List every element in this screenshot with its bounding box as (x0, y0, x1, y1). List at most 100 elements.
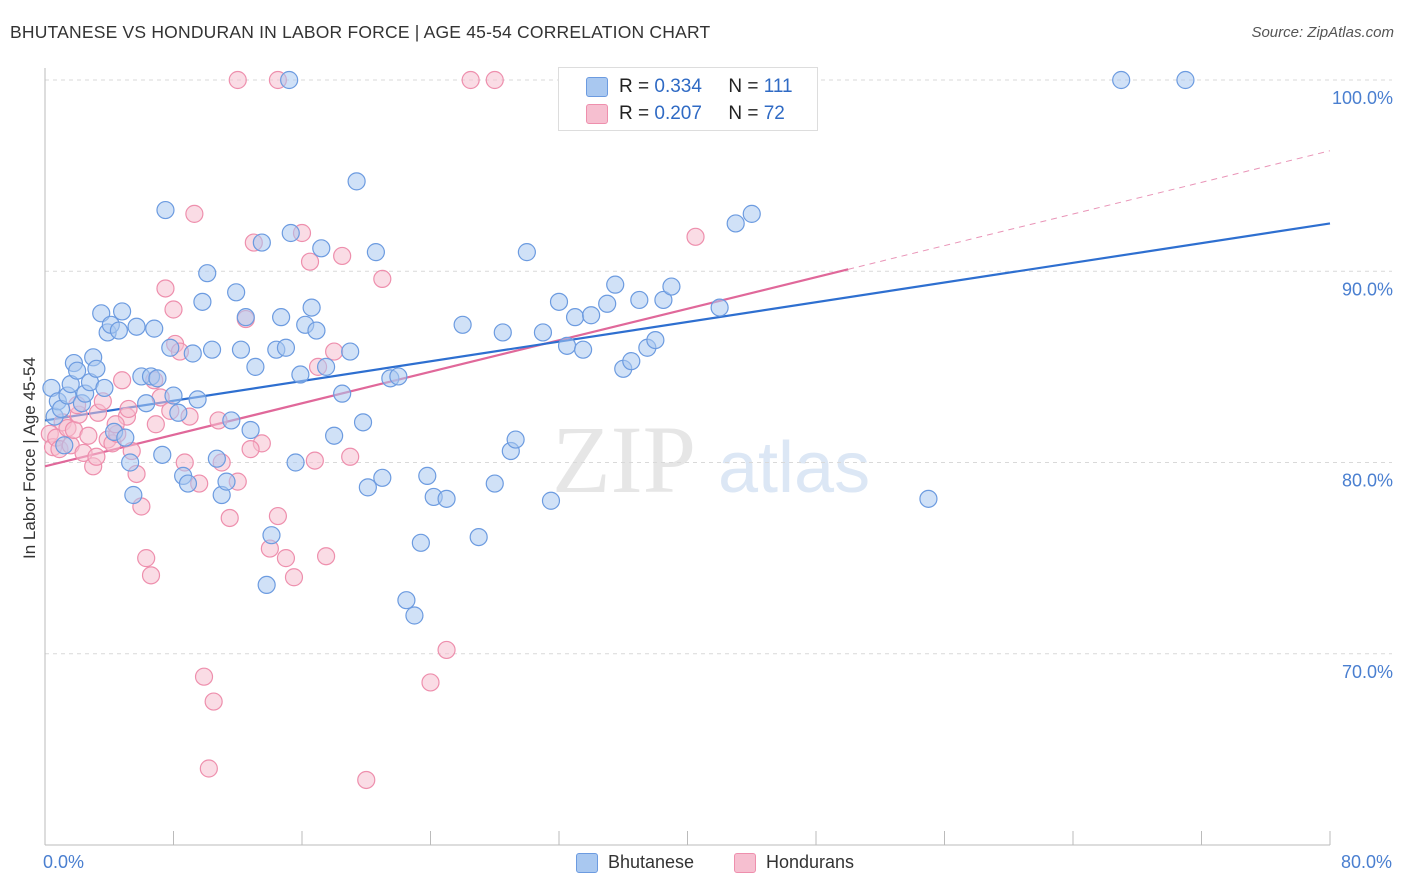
data-point-bhutanese (276, 338, 296, 357)
data-point-bhutanese (127, 317, 146, 336)
data-point-bhutanese (453, 315, 472, 334)
data-point-hondurans (199, 759, 218, 778)
y-tick-label: 100.0% (1332, 88, 1393, 108)
data-point-bhutanese (236, 308, 255, 327)
data-point-bhutanese (95, 378, 114, 398)
axes (44, 68, 1331, 846)
data-point-hondurans (373, 269, 392, 288)
data-point-hondurans (276, 549, 296, 568)
data-point-bhutanese (325, 426, 344, 445)
data-point-bhutanese (257, 575, 276, 595)
watermark-atlas: atlas (718, 428, 870, 508)
data-point-bhutanese (373, 468, 392, 487)
data-point-bhutanese (148, 369, 167, 388)
y-tick-labels: 70.0% 80.0% 90.0% 100.0% (1332, 88, 1393, 682)
data-point-bhutanese (246, 357, 265, 376)
data-point-bhutanese (145, 319, 164, 338)
data-point-bhutanese (366, 243, 385, 262)
legend: Bhutanese Hondurans (0, 852, 1406, 878)
data-point-bhutanese (227, 283, 246, 302)
series-bhutanese-points (42, 70, 1195, 625)
data-point-bhutanese (630, 290, 649, 310)
data-point-hondurans (137, 549, 156, 568)
data-point-bhutanese (353, 413, 373, 432)
data-point-bhutanese (286, 453, 305, 472)
y-tick-label: 70.0% (1342, 662, 1393, 682)
data-point-bhutanese (153, 445, 172, 464)
data-point-bhutanese (1112, 70, 1131, 90)
data-point-bhutanese (193, 292, 212, 311)
r-value: 0.207 (654, 103, 702, 124)
data-point-hondurans (194, 667, 214, 686)
data-point-bhutanese (312, 239, 331, 258)
stats-box: R = 0.334 N = 111 R = 0.207 N = 72 (558, 67, 818, 131)
hondurans-swatch (586, 104, 608, 124)
data-point-bhutanese (116, 428, 135, 447)
n-label: N = (728, 103, 759, 124)
legend-label-hondurans: Hondurans (766, 852, 855, 872)
hondurans-swatch (734, 852, 756, 873)
data-point-bhutanese (726, 214, 745, 233)
data-point-bhutanese (517, 243, 536, 262)
watermark-zip: ZIP (552, 406, 696, 513)
legend-label-bhutanese: Bhutanese (608, 852, 695, 872)
x-tick-label-min: 0.0% (43, 852, 85, 872)
chart-title: BHUTANESE VS HONDURAN IN LABOR FORCE | A… (10, 22, 711, 42)
data-point-hondurans (485, 70, 504, 90)
data-point-bhutanese (654, 290, 673, 310)
data-point-hondurans (228, 70, 247, 90)
bhutanese-swatch (576, 852, 598, 873)
data-point-bhutanese (493, 323, 512, 342)
data-point-bhutanese (341, 342, 360, 361)
n-value: 111 (763, 76, 793, 97)
r-value: 0.334 (654, 76, 702, 97)
data-point-hondurans (333, 246, 352, 266)
data-point-hondurans (341, 447, 360, 466)
legend-item-bhutanese[interactable]: Bhutanese (576, 852, 694, 873)
data-point-hondurans (112, 371, 132, 390)
data-point-bhutanese (437, 489, 456, 508)
data-point-bhutanese (280, 70, 299, 90)
data-point-bhutanese (506, 430, 525, 449)
stats-row-hondurans: R = 0.207 N = 72 (586, 101, 785, 127)
data-point-bhutanese (262, 526, 281, 545)
legend-item-hondurans[interactable]: Hondurans (734, 852, 854, 873)
data-point-hondurans (79, 426, 98, 445)
stats-row-bhutanese: R = 0.334 N = 111 (586, 74, 793, 100)
data-point-bhutanese (622, 352, 641, 371)
data-point-bhutanese (347, 172, 366, 191)
data-point-bhutanese (919, 489, 938, 508)
trend-line-hondurans-extension (848, 150, 1331, 270)
data-point-bhutanese (164, 386, 183, 405)
data-point-bhutanese (662, 277, 681, 296)
data-point-bhutanese (541, 491, 561, 510)
data-point-bhutanese (302, 298, 321, 317)
data-point-hondurans (119, 399, 138, 419)
data-point-bhutanese (217, 472, 236, 491)
data-point-bhutanese (55, 436, 74, 455)
data-point-bhutanese (231, 340, 251, 359)
source-label: Source: ZipAtlas.com (1251, 24, 1394, 41)
data-point-bhutanese (1176, 70, 1195, 90)
data-point-bhutanese (87, 359, 106, 378)
data-point-bhutanese (582, 306, 601, 325)
watermark: ZIP atlas (552, 406, 870, 513)
data-point-bhutanese (222, 411, 241, 430)
trend-line-bhutanese (44, 222, 1331, 422)
data-point-bhutanese (565, 308, 585, 327)
data-point-hondurans (220, 508, 239, 528)
y-tick-label: 90.0% (1342, 279, 1393, 299)
data-point-bhutanese (137, 394, 156, 413)
data-point-hondurans (284, 568, 304, 587)
data-point-bhutanese (281, 223, 300, 243)
data-point-bhutanese (389, 367, 408, 386)
data-point-bhutanese (156, 200, 175, 220)
data-point-bhutanese (469, 527, 488, 547)
data-point-bhutanese (418, 466, 437, 485)
data-point-bhutanese (405, 606, 424, 625)
data-point-hondurans (204, 692, 223, 711)
data-point-bhutanese (121, 453, 140, 472)
r-label: R = (619, 103, 650, 124)
data-point-hondurans (156, 279, 175, 298)
